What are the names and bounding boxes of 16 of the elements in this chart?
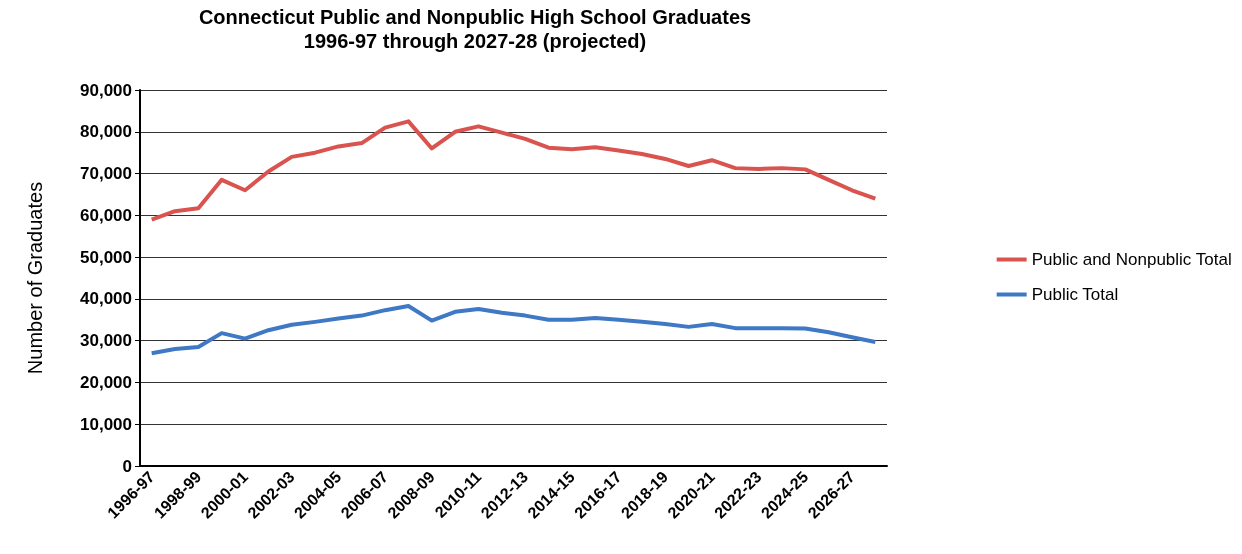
- legend-label: Public and Nonpublic Total: [1031, 250, 1232, 269]
- y-tick-label: 80,000: [80, 122, 132, 142]
- line-series: [149, 303, 878, 356]
- line-series: [149, 119, 878, 222]
- y-tick-label: 0: [122, 456, 132, 476]
- y-tick-label: 70,000: [80, 164, 132, 184]
- y-tick-label: 60,000: [80, 205, 132, 225]
- y-tick-label: 90,000: [80, 80, 132, 100]
- y-tick-label: 50,000: [80, 247, 132, 267]
- y-axis-title: Number of Graduates: [24, 181, 46, 375]
- chart-title: Connecticut Public and Nonpublic High School Graduates 1996-97 through 2027-28 (projected): [198, 6, 752, 52]
- y-tick-label: 30,000: [80, 331, 132, 351]
- y-tick-label: 10,000: [80, 414, 132, 434]
- y-tick-label: 20,000: [80, 372, 132, 392]
- y-tick-label: 40,000: [80, 289, 132, 309]
- legend-label: Public Total: [1031, 285, 1119, 304]
